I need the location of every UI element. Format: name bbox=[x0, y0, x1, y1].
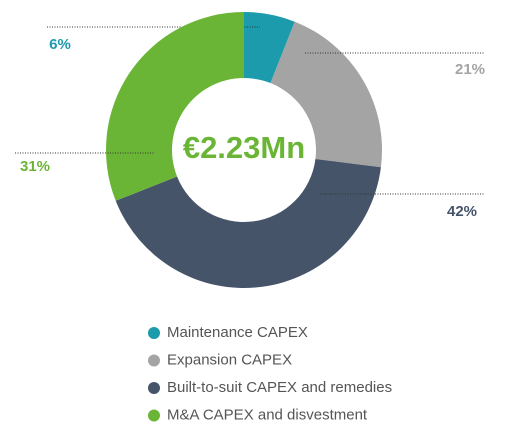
legend-label: Expansion CAPEX bbox=[167, 351, 292, 368]
legend-label: Built-to-suit CAPEX and remedies bbox=[167, 379, 392, 396]
value-label: 31% bbox=[20, 158, 50, 175]
donut-slice bbox=[115, 159, 381, 289]
legend-swatch bbox=[148, 354, 160, 367]
legend-swatch bbox=[148, 382, 160, 394]
legend-swatch bbox=[148, 327, 160, 339]
donut-slice bbox=[244, 12, 295, 84]
value-label: 42% bbox=[447, 203, 477, 220]
donut-slice bbox=[270, 21, 383, 168]
value-label: 21% bbox=[455, 61, 485, 78]
legend-swatch bbox=[148, 409, 160, 422]
legend-label: Maintenance CAPEX bbox=[167, 324, 308, 341]
legend-label: M&A CAPEX and disvestment bbox=[167, 406, 368, 423]
center-label: €2.23Mn bbox=[183, 130, 305, 165]
value-label: 6% bbox=[49, 36, 71, 53]
donut-slice bbox=[105, 12, 244, 201]
